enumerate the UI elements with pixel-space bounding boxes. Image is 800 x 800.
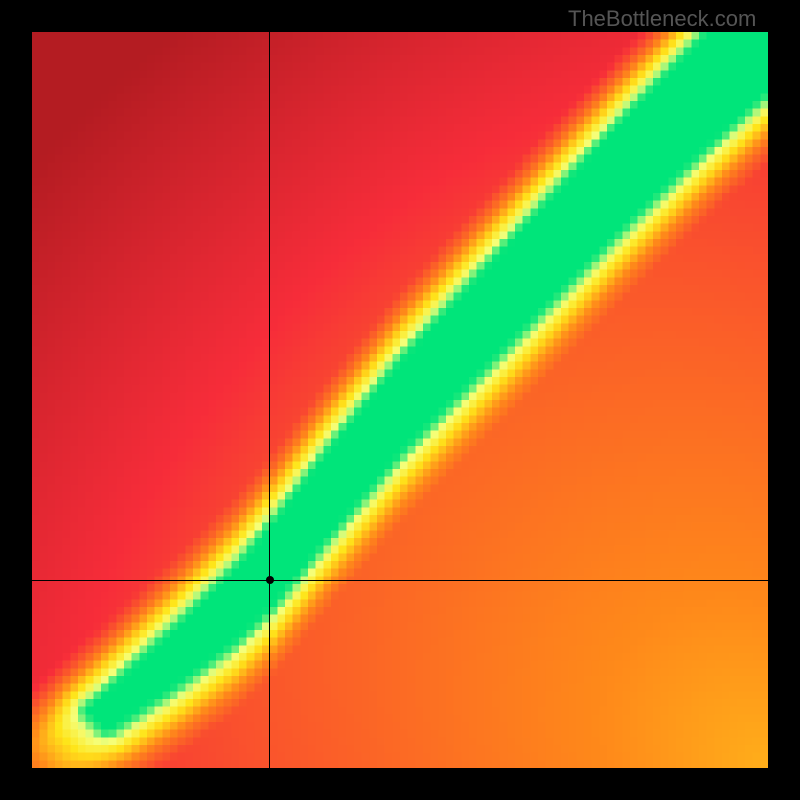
bottleneck-heatmap [32,32,768,768]
crosshair-marker [266,576,274,584]
crosshair-vertical [269,32,270,768]
chart-container: TheBottleneck.com [0,0,800,800]
crosshair-horizontal [32,580,768,581]
watermark: TheBottleneck.com [568,6,756,32]
